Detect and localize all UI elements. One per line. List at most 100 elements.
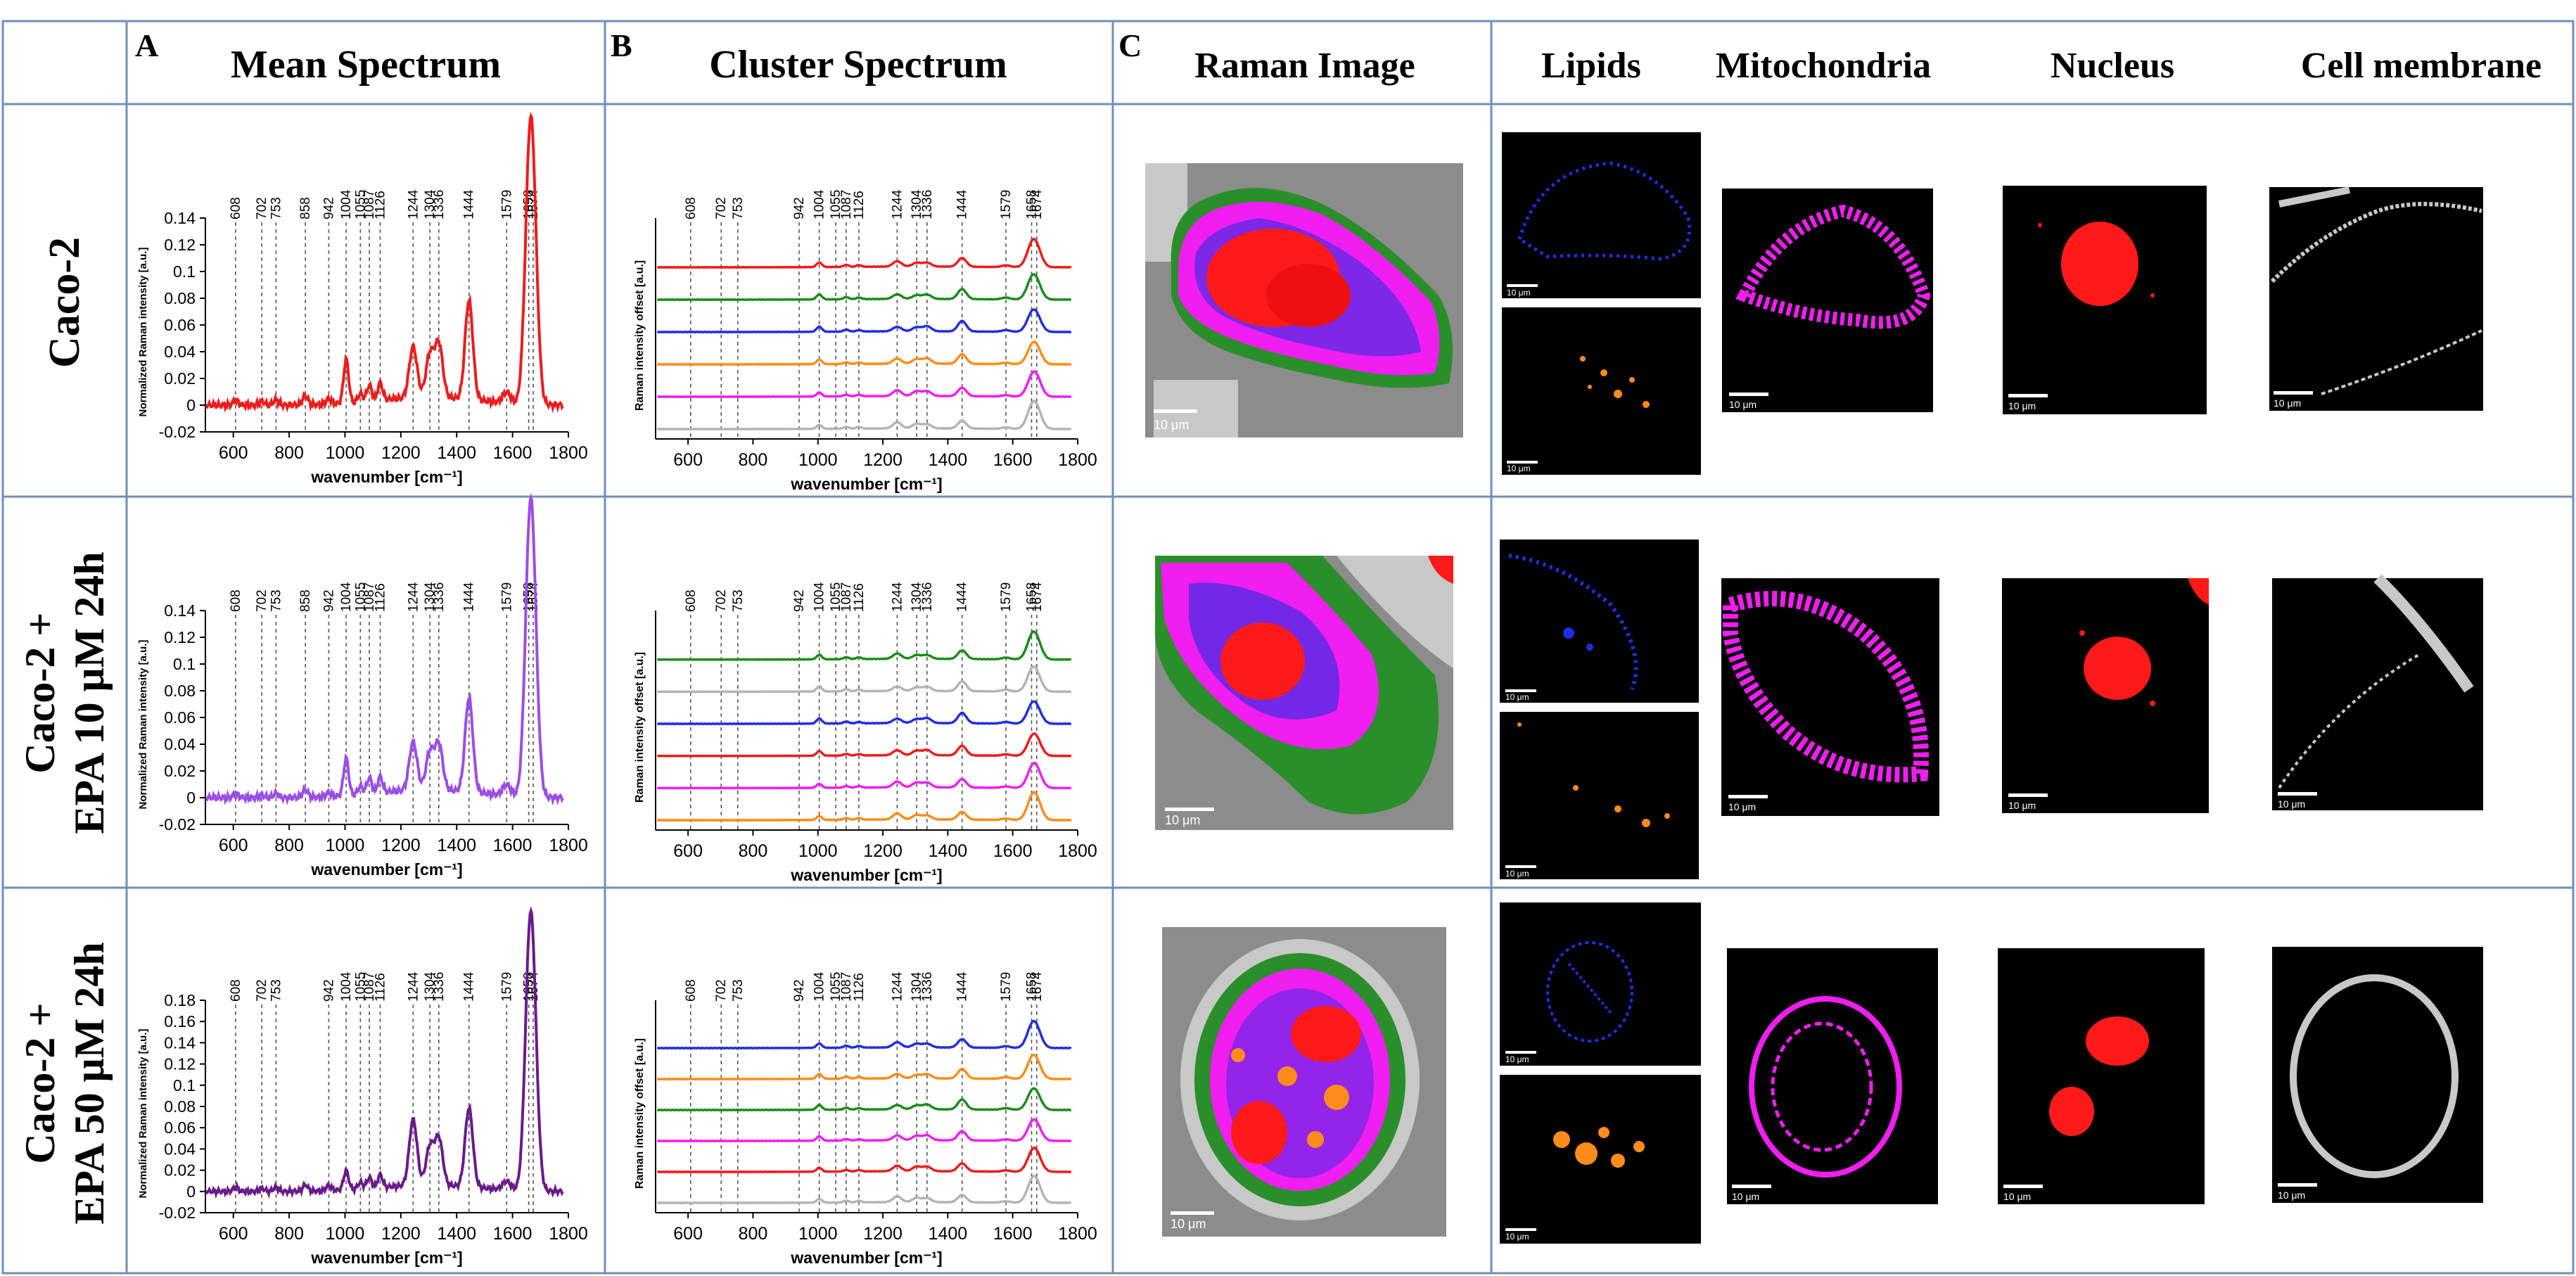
y-tick-label: 0.16	[164, 1012, 196, 1031]
mitochondria-epa10: 10 μm	[1721, 578, 1939, 816]
lipids-blue-caco2-scalebar: 10 μm	[1507, 288, 1531, 298]
peak-marker-label: 702	[714, 979, 729, 1002]
cluster-spectrum-line	[657, 1118, 1072, 1142]
peak-marker-label: 1126	[852, 191, 867, 219]
cluster-spectrum-line	[657, 791, 1072, 822]
x-tick-label: 1800	[549, 1224, 588, 1244]
y-tick-label: -0.02	[159, 815, 196, 834]
cluster-spectrum-line	[656, 1146, 1072, 1173]
nucleus-epa50-scalebar: 10 μm	[2003, 1191, 2031, 1202]
x-tick-label: 1600	[993, 1224, 1033, 1244]
y-axis-label: Raman intensity offset [a.u.]	[634, 260, 646, 411]
peak-marker-label: 1304	[910, 189, 924, 219]
x-tick-label: 800	[274, 1224, 304, 1244]
peak-marker-label: 1004	[812, 189, 827, 219]
cluster-spectrum-line	[657, 1019, 1072, 1049]
peak-marker-label: 1674	[526, 189, 541, 219]
cell-membrane-caco2-scalebar: 10 μm	[2274, 397, 2301, 409]
peak-marker-label: 1004	[339, 189, 354, 219]
row-label-3-line1: Caco-2 +	[17, 1002, 63, 1163]
x-tick-label: 1400	[437, 443, 476, 463]
y-tick-label: 0.08	[164, 289, 196, 307]
y-tick-label: 0.12	[164, 1055, 196, 1073]
x-tick-label: 1400	[929, 450, 968, 470]
peak-marker-label: 1674	[526, 582, 541, 612]
peak-marker-label: 1244	[406, 189, 421, 219]
y-tick-label: 0.02	[164, 369, 196, 388]
lipids-orange-caco2: 10 μm	[1502, 307, 1701, 475]
peak-marker-label: 1004	[812, 971, 827, 1002]
mitochondria-epa50-scalebar: 10 μm	[1732, 1191, 1759, 1202]
peak-marker-label: 1244	[406, 582, 421, 612]
x-axis-label: wavenumber [cm⁻¹]	[790, 1249, 942, 1267]
peak-marker-label: 702	[255, 197, 269, 219]
lipids-blue-caco2: 10 μm	[1502, 132, 1701, 298]
cell-membrane-caco2: 10 μm	[2269, 186, 2483, 411]
panel-letter-a: A	[135, 27, 158, 63]
peak-marker-label: 1579	[499, 190, 514, 219]
header-nucleus: Nucleus	[2051, 46, 2174, 86]
peak-marker-label: 702	[255, 979, 269, 1002]
mitochondria-epa50: 10 μm	[1727, 948, 1938, 1204]
peak-marker-label: 1087	[839, 972, 854, 1002]
peak-marker-label: 1444	[462, 189, 477, 219]
cluster-spectrum-line	[656, 273, 1071, 301]
cluster-spectrum-line	[657, 732, 1072, 758]
cluster-spectrum-line	[657, 400, 1072, 430]
peak-marker-label: 1658	[1024, 972, 1039, 1002]
x-tick-label: 1000	[798, 1224, 838, 1244]
nucleus-caco2: 10 μm	[2003, 186, 2207, 414]
peak-marker-label: 1304	[423, 582, 438, 612]
peak-marker-label: 1658	[1024, 582, 1039, 612]
cluster-spectrum-chart-epa10: 600 800 1000 1200 1400 1600 1800 wavenumber [cm…	[634, 582, 1097, 884]
cluster-spectrum-line	[657, 238, 1072, 269]
header-lipids: Lipids	[1541, 46, 1641, 86]
peak-marker-label: 1004	[339, 971, 354, 1002]
figure-grid	[1, 20, 2575, 1275]
mitochondria-epa10-scalebar: 10 μm	[1728, 801, 1756, 812]
x-tick-label: 800	[739, 1224, 768, 1244]
peak-marker-label: 608	[229, 979, 243, 1002]
x-tick-label: 1400	[437, 1224, 476, 1244]
peak-marker-label: 702	[255, 589, 269, 612]
peak-marker-label: 1004	[812, 582, 827, 612]
peak-marker-label: 608	[229, 197, 243, 219]
lipids-blue-epa10-scalebar: 10 μm	[1505, 692, 1529, 702]
y-tick-label: 0.04	[164, 1140, 196, 1158]
x-tick-label: 600	[219, 1224, 248, 1244]
peak-marker-label: 1579	[499, 582, 514, 612]
peak-marker-label: 1658	[1024, 190, 1039, 219]
y-tick-label: 0.04	[164, 343, 196, 361]
peak-marker-label: 942	[792, 197, 807, 219]
peak-marker-label: 753	[731, 197, 746, 219]
peak-marker-label: 1336	[920, 972, 935, 1002]
peak-marker-label: 942	[792, 589, 807, 612]
y-tick-label: 0.1	[173, 262, 196, 281]
header-mitochondria: Mitochondria	[1716, 46, 1931, 86]
nucleus-caco2-scalebar: 10 μm	[2008, 400, 2036, 411]
mean-spectrum-line	[205, 493, 564, 806]
lipids-blue-epa50: 10 μm	[1500, 902, 1701, 1066]
peak-marker-label: 1087	[362, 972, 377, 1002]
peak-marker-label: 1336	[432, 582, 447, 612]
lipids-orange-caco2-scalebar: 10 μm	[1507, 464, 1531, 473]
peak-marker-label: 1126	[852, 583, 867, 612]
cell-membrane-epa50: 10 μm	[2272, 947, 2483, 1203]
x-tick-label: 1800	[549, 836, 588, 855]
x-axis-label: wavenumber [cm⁻¹]	[310, 860, 462, 879]
peak-marker-label: 1579	[499, 972, 514, 1002]
y-tick-label: -0.02	[159, 423, 196, 441]
peak-marker-label: 753	[731, 979, 746, 1002]
cluster-spectrum-line	[657, 761, 1071, 790]
y-tick-label: 0.14	[164, 1033, 196, 1052]
peak-marker-label: 1055	[829, 972, 843, 1002]
row-label-3-line2: EPA 50 μM 24h	[66, 942, 113, 1224]
cell-membrane-epa50-scalebar: 10 μm	[2278, 1189, 2305, 1201]
peak-marker-label: 1087	[362, 190, 377, 219]
cluster-spectrum-line	[657, 1174, 1072, 1204]
x-tick-label: 1600	[493, 836, 533, 855]
raman-image-caco2: 10 μm	[1145, 163, 1463, 438]
mean-spectrum-chart-epa10: 600 800 1000 1200 1400 1600 1800 wavenumber [cm…	[137, 493, 588, 879]
peak-marker-label: 1244	[890, 582, 905, 612]
raman-image-caco2-scalebar: 10 μm	[1154, 418, 1189, 432]
